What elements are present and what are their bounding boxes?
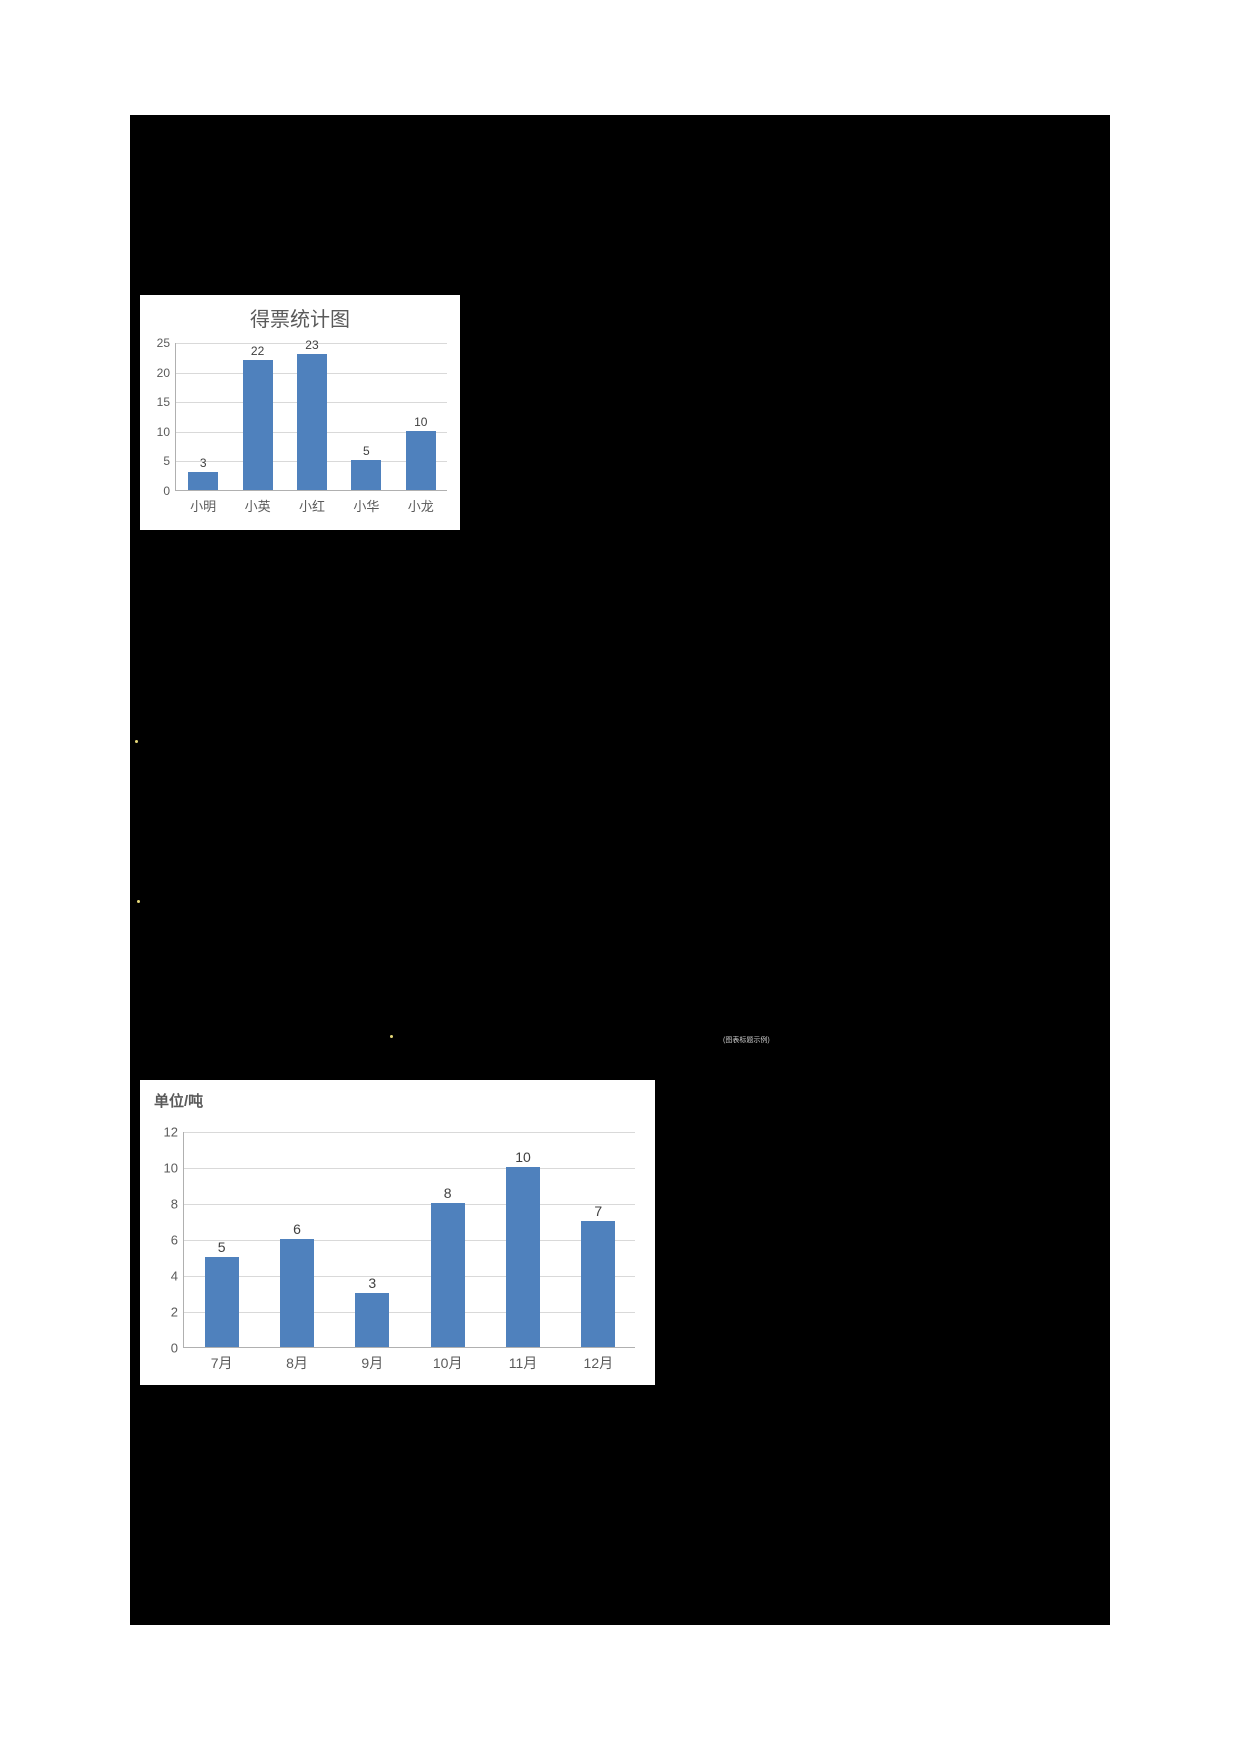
bar-value-label: 8	[444, 1185, 452, 1203]
bar-value-label: 23	[305, 338, 318, 354]
chart2-plot-area: 02468101257月68月39月810月1011月712月	[183, 1132, 635, 1348]
bar-value-label: 5	[218, 1239, 226, 1257]
y-tick-label: 12	[164, 1125, 184, 1140]
y-tick-label: 0	[171, 1341, 184, 1356]
bar: 6	[280, 1239, 314, 1347]
gridline	[184, 1276, 635, 1277]
decorative-dot	[137, 900, 140, 903]
bar: 7	[581, 1221, 615, 1347]
y-tick-label: 15	[157, 395, 176, 409]
gridline	[184, 1240, 635, 1241]
bar-value-label: 7	[594, 1203, 602, 1221]
x-tick-label: 小华	[353, 490, 379, 515]
bar-value-label: 3	[368, 1275, 376, 1293]
bar-value-label: 10	[515, 1149, 531, 1167]
x-tick-label: 7月	[211, 1347, 233, 1373]
tonnage-bar-chart: 单位/吨 02468101257月68月39月810月1011月712月	[140, 1080, 655, 1385]
small-caption: (图表标题示例)	[723, 1035, 770, 1045]
y-tick-label: 4	[171, 1269, 184, 1284]
y-tick-label: 10	[164, 1161, 184, 1176]
x-tick-label: 12月	[584, 1347, 614, 1373]
bar: 23	[297, 354, 327, 490]
gridline	[184, 1204, 635, 1205]
gridline	[184, 1312, 635, 1313]
bar: 22	[243, 360, 273, 490]
x-tick-label: 小明	[190, 490, 216, 515]
bar-value-label: 22	[251, 344, 264, 360]
bar-value-label: 10	[414, 415, 427, 431]
y-tick-label: 6	[171, 1233, 184, 1248]
y-tick-label: 2	[171, 1305, 184, 1320]
gridline	[184, 1132, 635, 1133]
bar: 10	[406, 431, 436, 490]
y-tick-label: 0	[163, 484, 176, 498]
chart1-title: 得票统计图	[140, 295, 460, 332]
y-tick-label: 5	[163, 454, 176, 468]
x-tick-label: 小红	[299, 490, 325, 515]
decorative-dot	[135, 740, 138, 743]
bar-value-label: 6	[293, 1221, 301, 1239]
x-tick-label: 小龙	[408, 490, 434, 515]
y-tick-label: 8	[171, 1197, 184, 1212]
bar: 5	[205, 1257, 239, 1347]
bar: 5	[351, 460, 381, 490]
chart2-ylabel: 单位/吨	[140, 1080, 655, 1111]
y-tick-label: 20	[157, 366, 176, 380]
votes-bar-chart: 得票统计图 05101520253小明22小英23小红5小华10小龙	[140, 295, 460, 530]
x-tick-label: 小英	[245, 490, 271, 515]
y-tick-label: 10	[157, 425, 176, 439]
x-tick-label: 8月	[286, 1347, 308, 1373]
decorative-dot	[390, 1035, 393, 1038]
x-tick-label: 10月	[433, 1347, 463, 1373]
bar-value-label: 3	[200, 456, 207, 472]
y-tick-label: 25	[157, 336, 176, 350]
bar: 3	[355, 1293, 389, 1347]
bar-value-label: 5	[363, 444, 370, 460]
bar: 8	[431, 1203, 465, 1347]
x-tick-label: 9月	[361, 1347, 383, 1373]
chart1-plot-area: 05101520253小明22小英23小红5小华10小龙	[175, 343, 447, 491]
x-tick-label: 11月	[509, 1347, 538, 1373]
bar: 3	[188, 472, 218, 490]
gridline	[184, 1168, 635, 1169]
bar: 10	[506, 1167, 540, 1347]
